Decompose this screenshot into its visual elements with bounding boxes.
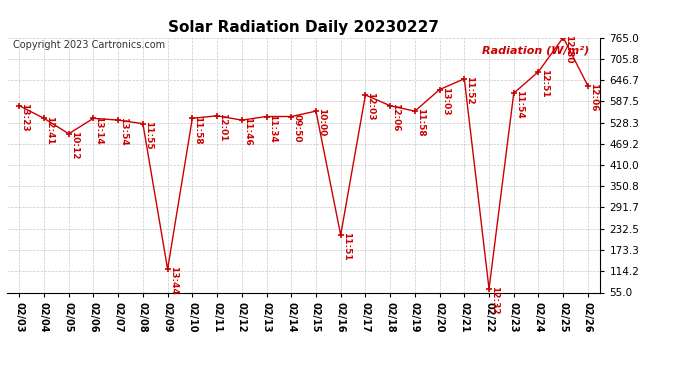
Text: 11:55: 11:55 [144,121,153,150]
Text: 12:30: 12:30 [564,35,573,63]
Text: 13:14: 13:14 [95,116,103,144]
Text: Copyright 2023 Cartronics.com: Copyright 2023 Cartronics.com [13,40,165,50]
Text: 10:12: 10:12 [70,131,79,159]
Text: 11:51: 11:51 [342,232,351,261]
Text: 11:52: 11:52 [465,76,474,105]
Text: 12:51: 12:51 [540,69,549,98]
Text: 12:01: 12:01 [218,113,227,141]
Text: 13:03: 13:03 [441,87,450,115]
Text: 12:06: 12:06 [589,83,598,112]
Text: 12:41: 12:41 [45,116,54,144]
Title: Solar Radiation Daily 20230227: Solar Radiation Daily 20230227 [168,20,439,35]
Text: 11:34: 11:34 [268,114,277,142]
Text: 11:54: 11:54 [515,90,524,119]
Text: 12:06: 12:06 [391,103,400,132]
Text: 12:03: 12:03 [366,92,375,121]
Text: 12:32: 12:32 [490,286,499,315]
Text: 11:58: 11:58 [193,116,202,144]
Text: 09:50: 09:50 [293,114,302,142]
Text: 10:00: 10:00 [317,108,326,136]
Text: 13:23: 13:23 [20,103,29,132]
Text: 11:46: 11:46 [243,117,252,146]
Text: Radiation (W/m²): Radiation (W/m²) [482,45,589,55]
Text: 11:58: 11:58 [416,108,425,137]
Text: 13:44: 13:44 [168,266,177,295]
Text: 13:54: 13:54 [119,117,128,146]
